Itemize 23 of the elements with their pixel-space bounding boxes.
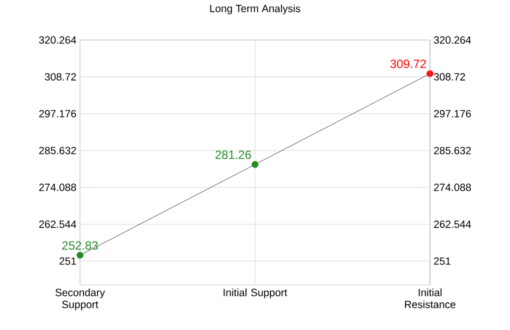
- data-label: 252.83: [62, 241, 98, 250]
- y2-tick-label: 251: [434, 257, 450, 265]
- y-tick-label: 308.72: [44, 73, 76, 81]
- y2-tick-label: 320.264: [434, 36, 472, 44]
- y2-tick-label: 297.176: [434, 110, 471, 118]
- x-tick-label: Secondary Support: [55, 288, 105, 310]
- y2-tick-label: 274.088: [434, 184, 471, 192]
- y-tick-label: 320.264: [39, 36, 76, 44]
- x-tick-label: Initial Resistance: [404, 288, 456, 308]
- y2-tick-label: 308.72: [434, 73, 465, 81]
- y-tick-label: 285.632: [39, 146, 76, 154]
- point: [252, 161, 258, 168]
- y2-tick-label: 285.632: [434, 146, 471, 154]
- chart-title: Long Term Analysis: [210, 4, 300, 14]
- y-tick-label: 274.088: [39, 184, 76, 192]
- y-tick-label: 297.176: [39, 110, 76, 118]
- point: [76, 252, 84, 259]
- data-label: 309.72: [390, 60, 426, 68]
- y2-tick-label: 262.544: [434, 220, 472, 228]
- y-tick-label: 251: [60, 257, 76, 265]
- data-label: 281.26: [216, 150, 251, 159]
- y-tick-label: 262.544: [39, 220, 76, 228]
- x-tick-label: Initial Support: [224, 288, 288, 298]
